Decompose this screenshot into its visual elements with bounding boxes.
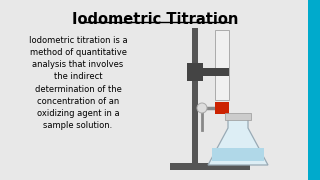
Polygon shape — [208, 118, 268, 165]
Bar — [170, 163, 250, 170]
Polygon shape — [212, 148, 264, 161]
Bar — [187, 63, 203, 81]
Bar — [308, 0, 320, 180]
Bar — [215, 102, 229, 114]
Text: Iodometric Titration: Iodometric Titration — [72, 12, 238, 27]
Ellipse shape — [197, 103, 207, 113]
Bar — [225, 113, 251, 120]
Bar — [192, 68, 229, 76]
Bar — [192, 28, 198, 170]
Bar — [215, 30, 229, 100]
Text: Iodometric titration is a
method of quantitative
analysis that involves
the indi: Iodometric titration is a method of quan… — [29, 36, 127, 130]
